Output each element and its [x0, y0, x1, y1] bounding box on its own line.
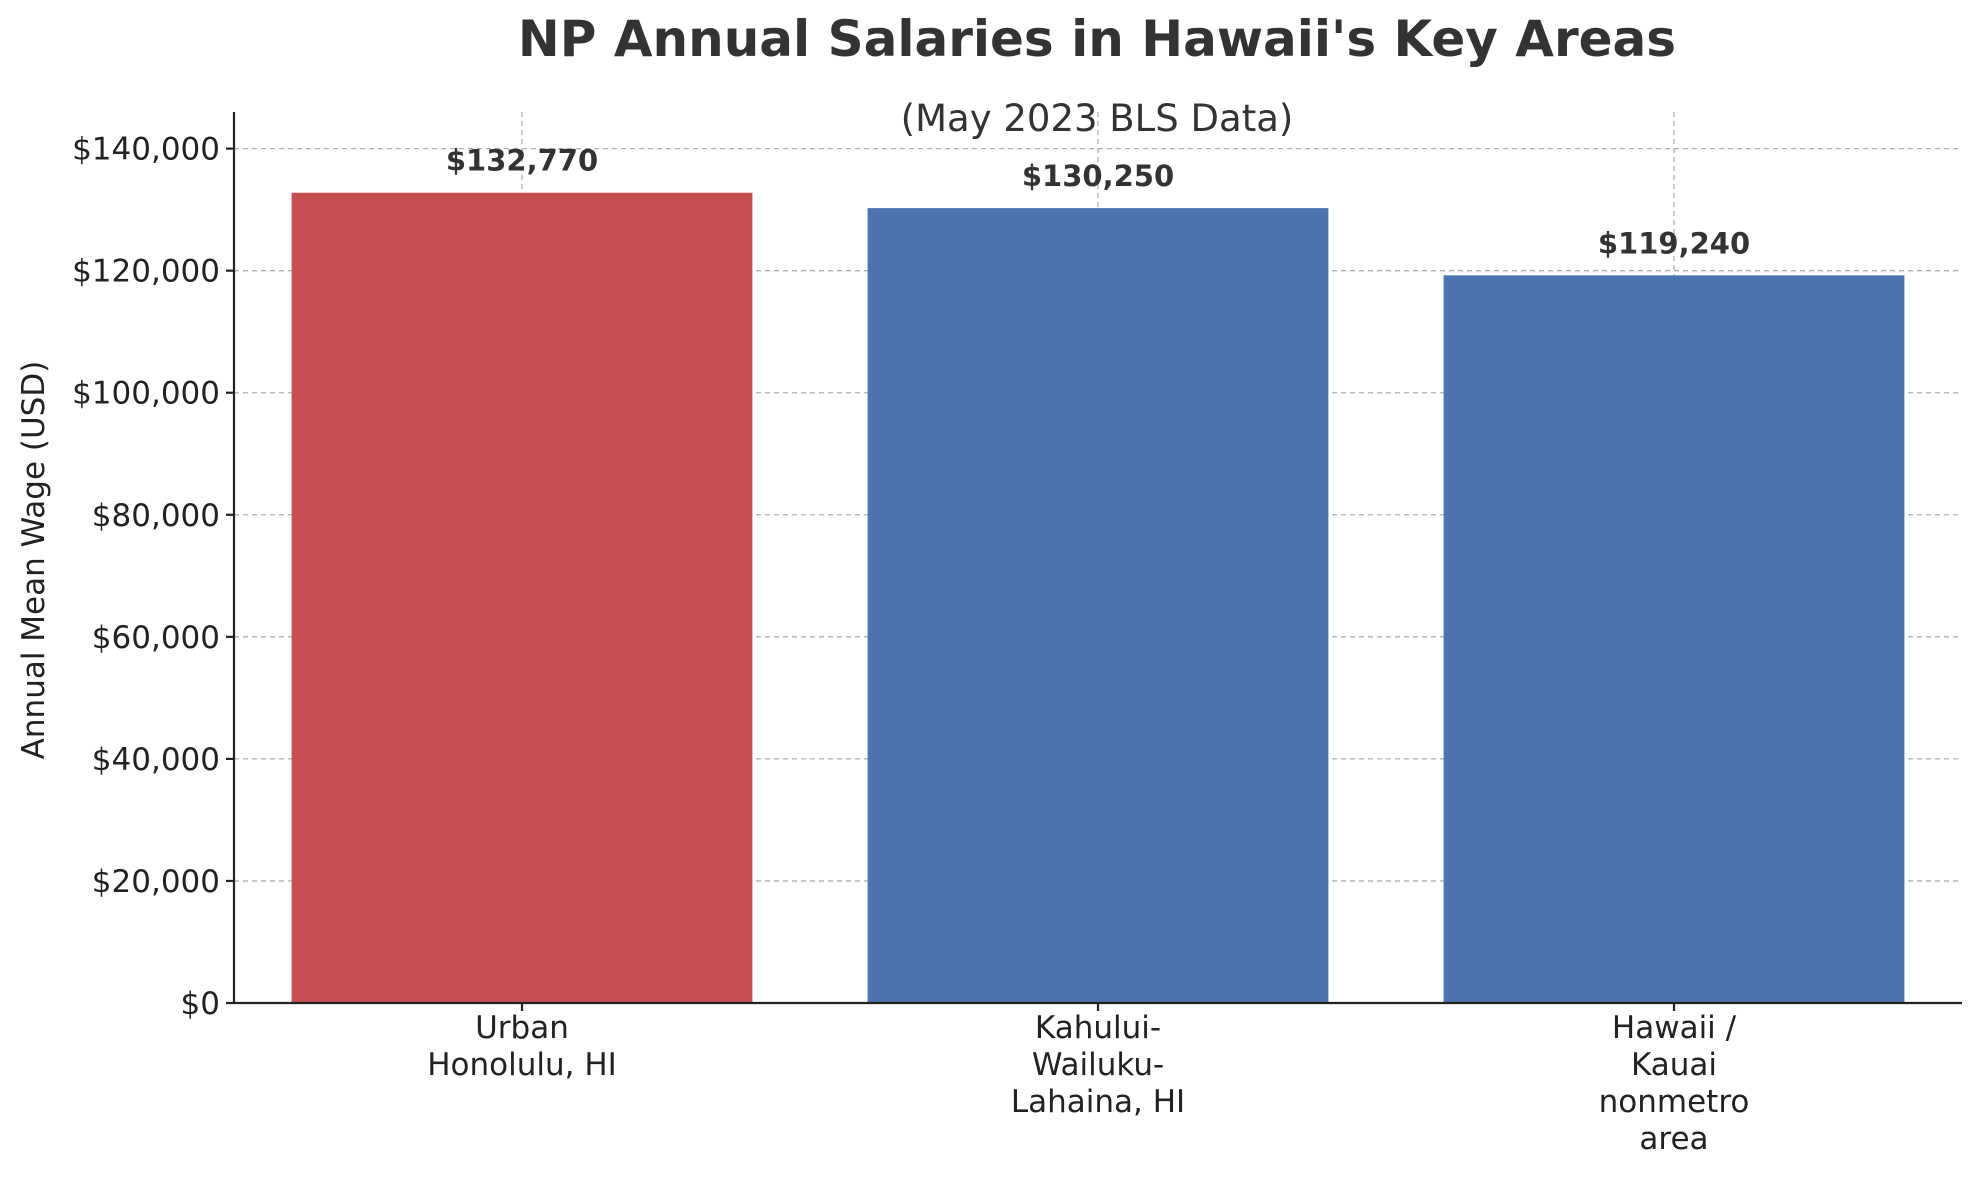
- x-tick-label-line: Honolulu, HI: [427, 1047, 617, 1083]
- bar-value-label: $132,770: [446, 144, 598, 178]
- x-tick-label: Kahului-Wailuku-Lahaina, HI: [1011, 1010, 1185, 1120]
- x-tick-label-line: nonmetro: [1599, 1084, 1750, 1120]
- x-tick-label-line: Wailuku-: [1032, 1047, 1164, 1083]
- x-tick-label: Hawaii / Kauai nonmetro area: [1599, 1010, 1750, 1157]
- bar-value-label: $119,240: [1598, 226, 1750, 260]
- y-tick-label: $140,000: [72, 132, 220, 168]
- x-tick-label-line: Hawaii /: [1612, 1010, 1737, 1046]
- y-tick-label: $60,000: [92, 620, 220, 656]
- x-tick-label-line: Kauai: [1631, 1047, 1717, 1083]
- y-tick-label: $80,000: [92, 498, 220, 534]
- bars: [291, 192, 1905, 1003]
- x-tick-label-line: Urban: [475, 1010, 569, 1046]
- x-tick-label-line: Lahaina, HI: [1011, 1084, 1185, 1120]
- y-tick-label: $40,000: [92, 742, 220, 778]
- axes: [226, 112, 1962, 1011]
- bar: [1443, 275, 1905, 1003]
- y-axis-label: Annual Mean Wage (USD): [16, 361, 52, 760]
- x-tick-label: Urban Honolulu, HI: [427, 1010, 617, 1083]
- y-tick-label: $100,000: [72, 376, 220, 412]
- y-tick-labels: $0 $20,000 $40,000 $60,000 $80,000 $100,000 $1…: [72, 132, 220, 1022]
- bar-value-label: $130,250: [1022, 159, 1174, 193]
- bar: [291, 192, 753, 1003]
- x-tick-label-line: Kahului-: [1035, 1010, 1161, 1046]
- x-tick-labels: Urban Honolulu, HI Kahului-Wailuku-Lahaina…: [427, 1010, 1749, 1157]
- chart-subtitle: (May 2023 BLS Data): [901, 97, 1294, 140]
- y-tick-label: $120,000: [72, 254, 220, 290]
- y-tick-label: $20,000: [92, 864, 220, 900]
- y-tick-label: $0: [181, 986, 220, 1022]
- bar: [867, 208, 1329, 1003]
- data-labels: $132,770 $130,250 $119,240: [446, 144, 1750, 261]
- x-tick-label-line: area: [1639, 1121, 1708, 1157]
- chart-title: NP Annual Salaries in Hawaii's Key Areas: [518, 10, 1676, 68]
